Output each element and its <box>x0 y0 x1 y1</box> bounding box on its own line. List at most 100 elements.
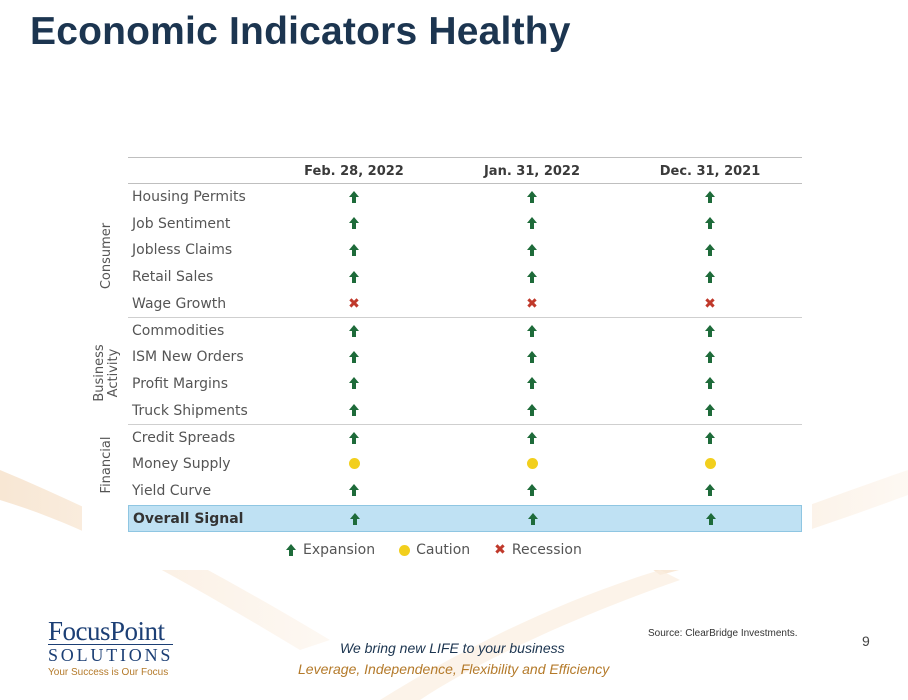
arrow-up-icon <box>526 401 538 420</box>
legend-caution-label: Caution <box>416 542 471 558</box>
table-header-row: Feb. 28, 2022 Jan. 31, 2022 Dec. 31, 202… <box>128 157 802 184</box>
arrow-up-icon <box>704 241 716 260</box>
arrow-up-icon <box>704 401 716 420</box>
row-label: Credit Spreads <box>132 430 236 447</box>
arrow-up-icon <box>348 241 360 260</box>
caution-dot-icon <box>348 458 360 470</box>
source-note: Source: ClearBridge Investments. <box>648 628 798 639</box>
arrow-up-icon <box>348 429 360 448</box>
arrow-up-icon <box>286 544 296 556</box>
signal-cell <box>462 217 602 231</box>
arrow-up-icon <box>348 268 360 287</box>
table-row: Commodities <box>128 317 802 344</box>
arrow-up-icon <box>526 268 538 287</box>
signal-cell <box>462 404 602 418</box>
tagline-secondary: Leverage, Independence, Flexibility and … <box>298 661 610 677</box>
signal-cell <box>462 190 602 204</box>
legend-caution: Caution <box>399 542 470 558</box>
x-mark-icon: ✖ <box>526 295 538 312</box>
table-row: Yield Curve <box>128 478 802 505</box>
arrow-up-icon <box>349 510 361 529</box>
arrow-up-icon <box>526 188 538 207</box>
signal-cell <box>284 350 424 364</box>
row-label: Retail Sales <box>132 269 214 286</box>
row-label: Yield Curve <box>132 482 212 499</box>
arrow-up-icon <box>704 348 716 367</box>
indicator-table-card <box>82 150 812 570</box>
arrow-up-icon <box>348 348 360 367</box>
column-header: Feb. 28, 2022 <box>304 164 404 179</box>
signal-cell <box>462 270 602 284</box>
arrow-up-icon <box>526 214 538 233</box>
signal-cell <box>640 457 780 471</box>
arrow-up-icon <box>348 481 360 500</box>
row-label: Commodities <box>132 323 225 340</box>
signal-cell: ✖ <box>284 297 424 311</box>
signal-cell <box>284 243 424 257</box>
arrow-up-icon <box>704 322 716 341</box>
row-label: Truck Shipments <box>132 402 248 419</box>
arrow-up-icon <box>704 268 716 287</box>
signal-cell <box>284 217 424 231</box>
signal-cell <box>641 512 781 526</box>
signal-cell <box>284 270 424 284</box>
arrow-up-icon <box>348 322 360 341</box>
arrow-up-icon <box>704 481 716 500</box>
row-label: Overall Signal <box>133 511 244 528</box>
legend-recession: ✖ Recession <box>494 542 582 558</box>
signal-cell <box>462 377 602 391</box>
x-mark-icon: ✖ <box>348 295 360 312</box>
signal-cell <box>640 484 780 498</box>
caution-dot-icon <box>399 544 411 556</box>
arrow-up-icon <box>705 510 717 529</box>
page-number: 9 <box>862 633 870 649</box>
caution-dot-icon <box>526 458 538 470</box>
table-row: Job Sentiment <box>128 211 802 238</box>
table-row: Housing Permits <box>128 184 802 211</box>
signal-cell <box>640 377 780 391</box>
group-label-business-activity: Business Activity <box>92 344 121 402</box>
arrow-up-icon <box>348 374 360 393</box>
signal-cell <box>640 243 780 257</box>
signal-cell <box>640 324 780 338</box>
row-label: Wage Growth <box>132 295 227 312</box>
table-row: Jobless Claims <box>128 237 802 264</box>
signal-cell <box>284 431 424 445</box>
row-label: ISM New Orders <box>132 349 244 366</box>
signal-cell <box>284 404 424 418</box>
x-mark-icon: ✖ <box>494 542 506 558</box>
arrow-up-icon <box>526 374 538 393</box>
signal-cell <box>284 484 424 498</box>
legend-expansion: Expansion <box>285 542 375 558</box>
row-label: Job Sentiment <box>132 215 231 232</box>
arrow-up-icon <box>526 241 538 260</box>
logo-tagline: Your Success is Our Focus <box>48 667 169 678</box>
signal-cell: ✖ <box>462 297 602 311</box>
signal-cell <box>462 431 602 445</box>
signal-cell <box>640 404 780 418</box>
arrow-up-icon <box>348 401 360 420</box>
arrow-up-icon <box>527 510 539 529</box>
row-label: Profit Margins <box>132 375 229 392</box>
tagline-primary: We bring new LIFE to your business <box>340 640 565 656</box>
table-row: Credit Spreads <box>128 424 802 451</box>
signal-cell <box>462 484 602 498</box>
signal-cell <box>284 457 424 471</box>
logo-subtitle: SOLUTIONS <box>48 644 174 665</box>
row-label: Jobless Claims <box>132 242 233 259</box>
overall-signal-row: Overall Signal <box>128 505 802 533</box>
arrow-up-icon <box>704 188 716 207</box>
signal-cell <box>640 431 780 445</box>
row-label: Money Supply <box>132 455 231 472</box>
row-label: Housing Permits <box>132 189 246 205</box>
legend-expansion-label: Expansion <box>303 542 376 558</box>
signal-cell <box>285 512 425 526</box>
company-logo: FocusPoint SOLUTIONS Your Success is Our… <box>48 618 174 678</box>
table-row: Retail Sales <box>128 264 802 291</box>
arrow-up-icon <box>704 429 716 448</box>
arrow-up-icon <box>704 374 716 393</box>
table-row: Wage Growth ✖ ✖ ✖ <box>128 291 802 318</box>
signal-cell <box>640 190 780 204</box>
arrow-up-icon <box>704 214 716 233</box>
signal-cell <box>462 350 602 364</box>
